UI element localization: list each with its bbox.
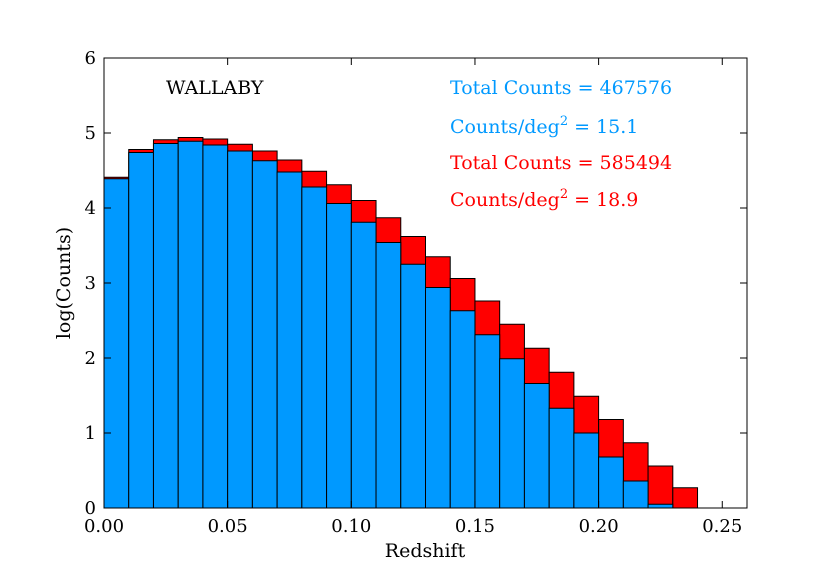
red-total-counts: Total Counts = 585494 [450,152,672,174]
bar-series0-bin23 [672,487,699,509]
bar-series1-bin18 [548,407,575,509]
bar-series1-bin15 [474,334,501,509]
bar-series1-bin22 [647,503,674,509]
bar-series1-bin21 [622,480,649,509]
blue-total-counts: Total Counts = 467576 [450,77,672,99]
x-tick-label-4: 0.20 [579,516,619,537]
red-density-suffix: = 18.9 [568,189,638,211]
red-density-prefix: Counts/deg [450,189,560,211]
bar-series1-bin7 [276,171,303,509]
y-tick-label-4: 4 [85,198,96,219]
bar-series1-bin2 [152,143,179,509]
y-tick-label-0: 0 [85,498,96,519]
bar-series1-bin13 [425,287,451,509]
y-tick-label-5: 5 [85,123,96,144]
bar-series1-bin11 [375,242,402,509]
bar-series1-bin17 [523,383,550,509]
blue-density-prefix: Counts/deg [450,116,560,138]
x-tick-label-5: 0.25 [702,516,742,537]
plot-frame [103,57,748,509]
bar-series1-bin4 [202,144,229,509]
bar-series1-bin1 [128,152,154,509]
blue-density-suffix: = 15.1 [568,116,638,138]
x-tick-label-2: 0.10 [331,516,371,537]
y-tick-label-2: 2 [85,348,96,369]
bar-series0-bin22 [647,465,674,509]
x-axis-label: Redshift [385,540,466,562]
y-tick-label-1: 1 [85,423,96,444]
ticks-layer: 0.00 0.05 0.10 0.15 0.20 0.25 0 1 2 3 4 5 6 [84,48,747,537]
red-density-sup: 2 [560,187,568,202]
bar-series1-bin9 [326,203,352,509]
x-tick-label-1: 0.05 [208,516,248,537]
bar-series1-bin3 [177,140,204,509]
bars-layer [103,137,699,509]
bar-series1-bin12 [400,263,426,509]
blue-counts-density: Counts/deg2 = 15.1 [450,114,638,138]
blue-density-sup: 2 [560,114,568,129]
bar-series1-bin20 [598,456,624,509]
bar-series1-bin10 [350,221,377,509]
x-tick-label-0: 0.00 [84,516,124,537]
x-tick-label-3: 0.15 [455,516,495,537]
bar-series1-bin14 [449,310,476,509]
bar-series1-bin8 [301,186,328,509]
survey-label: WALLABY [166,77,264,99]
bar-series1-bin0 [103,178,130,509]
bar-series1-bin6 [251,160,278,509]
bar-series1-bin5 [227,150,253,509]
y-tick-label-6: 6 [85,48,96,69]
y-tick-label-3: 3 [85,273,96,294]
red-counts-density: Counts/deg2 = 18.9 [450,187,638,211]
y-axis-label: log(Counts) [53,227,75,339]
bar-series1-bin19 [573,432,600,509]
bar-series1-bin16 [499,358,525,509]
